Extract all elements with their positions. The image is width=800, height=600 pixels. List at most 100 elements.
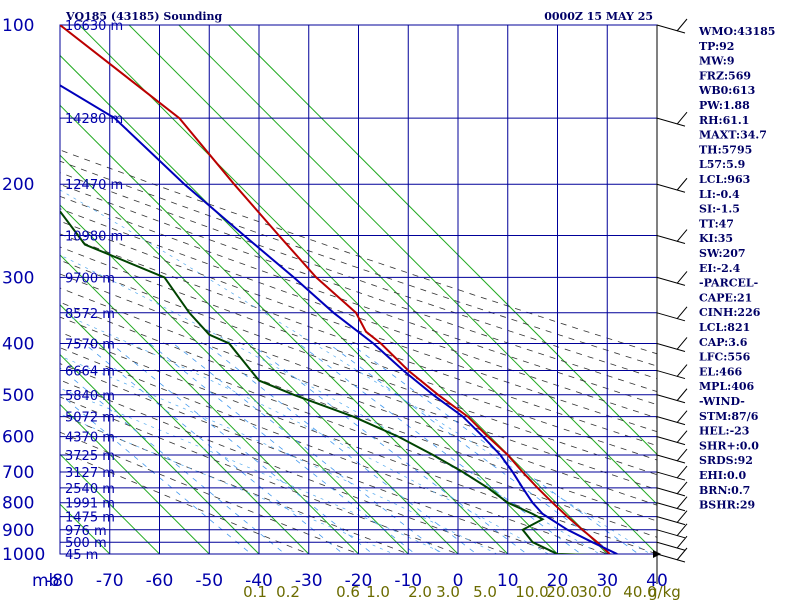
- mixing-ratio-label: 0.6: [336, 583, 360, 600]
- stability-index: MPL:406: [699, 380, 755, 393]
- height-label: 7570 m: [65, 337, 115, 352]
- wind-barb-flag: [676, 448, 688, 462]
- dry-adiabat: [60, 331, 657, 554]
- height-label: 500 m: [65, 536, 107, 551]
- moist-adiabat: [60, 254, 601, 554]
- wind-barb: [656, 436, 686, 446]
- temperature-tick-label: -50: [195, 571, 223, 591]
- temperature-tick-label: -30: [295, 571, 323, 591]
- sounding-series-line: [60, 25, 611, 554]
- pressure-tick-label: 100: [2, 16, 34, 36]
- sounding-traces: [60, 25, 618, 554]
- mixing-ratio-label: 5.0: [473, 583, 497, 600]
- height-label: 6664 m: [65, 365, 115, 380]
- stability-index: MAXT:34.7: [699, 129, 767, 142]
- temperature-tick-label: -10: [394, 571, 422, 591]
- height-label: 10980 m: [65, 230, 123, 245]
- stability-index: CAP:3.6: [699, 336, 748, 349]
- stability-index: HEL:-23: [699, 425, 749, 438]
- temperature-tick-label: -40: [245, 571, 273, 591]
- mixing-ratio-line: [250, 343, 528, 554]
- temperature-tick-label: -20: [345, 571, 373, 591]
- stability-index: EHI:0.0: [699, 469, 746, 482]
- stability-index: LCL:821: [699, 321, 750, 334]
- wind-barb: [656, 370, 686, 380]
- mixing-ratio-label: 10.0: [515, 583, 548, 600]
- stability-index: L57:5.9: [699, 158, 745, 171]
- stability-index: EI:-2.4: [699, 262, 741, 275]
- stability-index: LCL:963: [699, 173, 750, 186]
- temperature-tick-label: -80: [46, 571, 74, 591]
- wind-barb-flag: [676, 430, 688, 443]
- stability-index: FRZ:569: [699, 69, 751, 82]
- stability-index: KI:35: [699, 232, 733, 245]
- pressure-tick-label: 900: [2, 521, 34, 541]
- dry-adiabat: [60, 450, 310, 554]
- mixing-ratio-label: 20.0: [546, 583, 579, 600]
- height-label: 16630 m: [65, 19, 123, 34]
- wind-barb: [656, 276, 686, 286]
- wind-barb: [656, 183, 686, 193]
- mixing-ratio-line: [83, 343, 344, 554]
- wind-barb: [656, 117, 686, 127]
- isotherm-line: [60, 254, 360, 554]
- wind-barb: [656, 235, 686, 244]
- pressure-tick-label: 200: [2, 175, 34, 195]
- dry-adiabat: [60, 259, 657, 476]
- isotherm-line: [60, 154, 459, 554]
- stability-index: SRDS:92: [699, 454, 753, 467]
- wind-barb-flag: [676, 523, 688, 537]
- height-label: 14280 m: [65, 112, 123, 127]
- dry-adiabat: [60, 347, 609, 554]
- wind-barb-flag: [676, 510, 688, 523]
- wind-barb-flag: [676, 306, 688, 320]
- wind-barb: [656, 454, 686, 464]
- stability-index: CINH:226: [699, 306, 761, 319]
- stability-index: WB0:613: [698, 84, 755, 97]
- temperature-tick-label: -60: [146, 571, 174, 591]
- mixing-ratio-line: [60, 367, 286, 554]
- moist-adiabat: [60, 387, 446, 554]
- pressure-tick-label: 600: [2, 428, 34, 448]
- stability-index: SI:-1.5: [699, 203, 740, 216]
- mixing-ratio-line: [110, 343, 374, 554]
- stability-index: TH:5795: [699, 143, 752, 156]
- wind-barb-flag: [676, 177, 688, 191]
- wind-barb: [656, 312, 686, 322]
- mixing-ratio-label: 2.0: [408, 583, 432, 600]
- wind-barb-flag: [676, 410, 688, 423]
- wind-barb: [656, 541, 686, 551]
- wind-barb: [656, 553, 686, 563]
- dry-adiabat: [60, 208, 657, 419]
- mixing-ratio-line: [60, 393, 252, 554]
- wind-barb-flag: [676, 547, 688, 561]
- wind-barb: [656, 502, 686, 512]
- pressure-tick-label: 800: [2, 494, 34, 514]
- wind-barb-flag: [676, 481, 688, 495]
- stability-index: PW:1.88: [699, 99, 750, 112]
- wind-barb-flag: [676, 18, 688, 32]
- wind-barb: [656, 416, 686, 426]
- height-label: 3725 m: [65, 449, 115, 464]
- stability-index: LI:-0.4: [699, 188, 740, 201]
- temperature-grid: [59, 24, 658, 555]
- dry-adiabat: [60, 220, 657, 433]
- pressure-tick-label: 300: [2, 268, 34, 288]
- wind-barb: [656, 471, 686, 481]
- stability-index: BRN:0.7: [699, 484, 750, 497]
- mixing-ratio-line: [298, 343, 582, 554]
- stability-index: EL:466: [699, 365, 742, 378]
- height-label: 4370 m: [65, 431, 115, 446]
- moist-adiabat: [60, 189, 651, 554]
- pressure-tick-label: 500: [2, 386, 34, 406]
- wind-barb-flag: [676, 465, 688, 479]
- wind-barb-flag: [676, 111, 688, 125]
- stability-index: -WIND-: [699, 395, 745, 408]
- wind-barb: [656, 516, 686, 526]
- height-label: 976 m: [65, 524, 107, 539]
- wind-barb: [656, 394, 686, 404]
- sounding-series-line: [60, 84, 618, 554]
- isotherm-line: [60, 304, 310, 554]
